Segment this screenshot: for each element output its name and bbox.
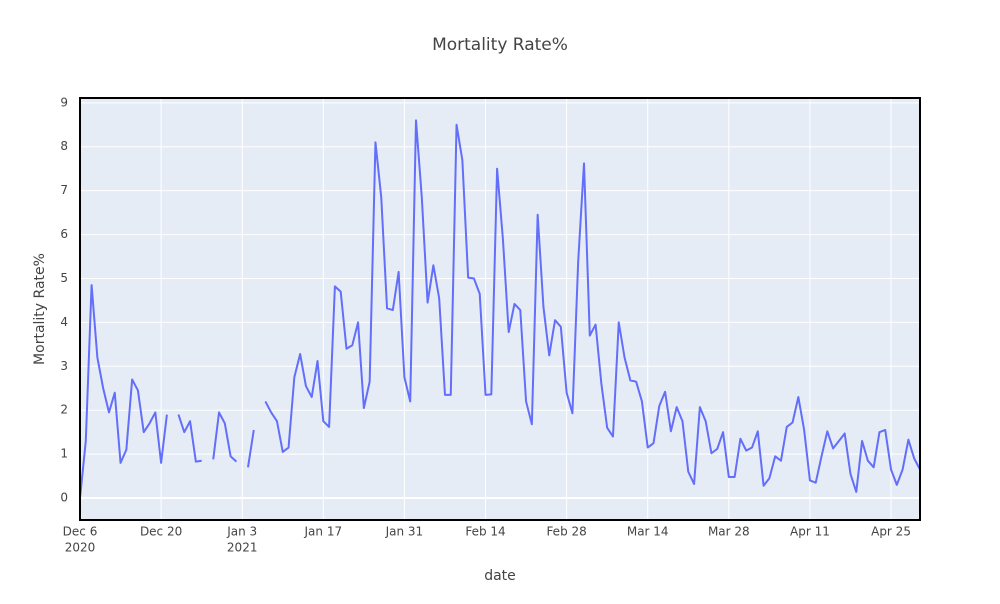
- y-tick-label: 4: [60, 315, 68, 329]
- x-tick-label: 2021: [227, 541, 258, 555]
- y-tick-label: 7: [60, 183, 68, 197]
- x-tick-label: Mar 14: [627, 525, 669, 539]
- y-axis-title: Mortality Rate%: [32, 253, 48, 365]
- x-axis-title: date: [484, 568, 516, 584]
- y-tick-label: 3: [60, 359, 68, 373]
- y-tick-label: 8: [60, 139, 68, 153]
- plot-area: [80, 98, 920, 520]
- x-tick-label: Apr 11: [790, 525, 830, 539]
- x-tick-label: Jan 31: [385, 525, 424, 539]
- y-tick-label: 5: [60, 271, 68, 285]
- x-tick-label: Dec 6: [63, 525, 98, 539]
- x-tick-label: Apr 25: [871, 525, 911, 539]
- y-tick-label: 0: [60, 491, 68, 505]
- y-tick-label: 9: [60, 95, 68, 109]
- line-series: [79, 119, 921, 499]
- plot-frame: [79, 97, 921, 521]
- y-tick-label: 1: [60, 447, 68, 461]
- marks: [79, 119, 921, 499]
- chart-title: Mortality Rate%: [432, 35, 568, 55]
- y-tick-label: 2: [60, 403, 68, 417]
- x-tick-label: Jan 3: [226, 525, 257, 539]
- y-tick-label: 6: [60, 227, 68, 241]
- x-tick-label: Dec 20: [140, 525, 182, 539]
- x-tick-label: Feb 14: [465, 525, 505, 539]
- x-tick-label: Mar 28: [708, 525, 750, 539]
- x-tick-label: Jan 17: [304, 525, 343, 539]
- x-tick-label: Feb 28: [546, 525, 586, 539]
- x-tick-label: 2020: [65, 541, 96, 555]
